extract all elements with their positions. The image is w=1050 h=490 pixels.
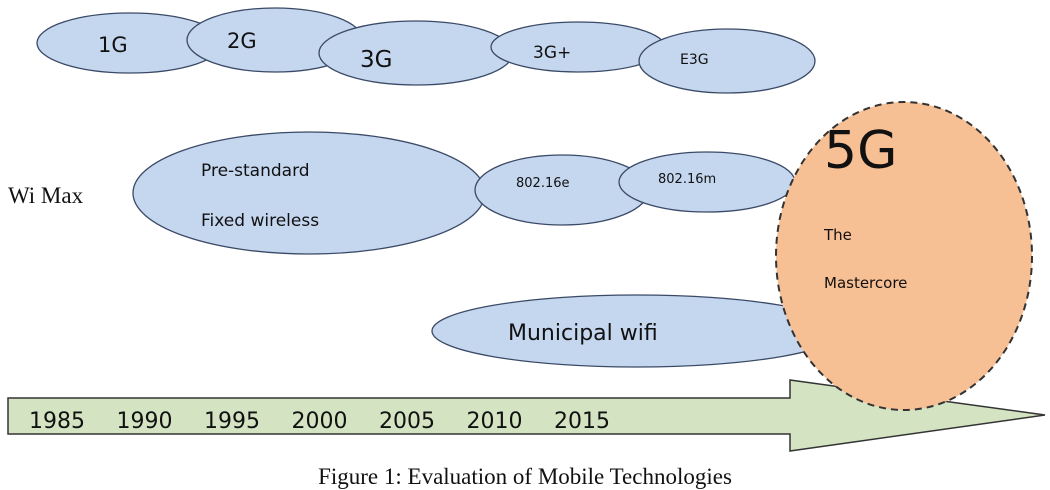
label-802-16m: 802.16m: [658, 172, 716, 187]
bubble-5g: [775, 101, 1033, 411]
label-municipal-wifi: Municipal wifi: [508, 321, 658, 346]
wimax-label: Wi Max: [8, 183, 84, 208]
timeline-arrow: [7, 379, 1046, 452]
label-5g-mastercore: Mastercore: [824, 274, 907, 292]
figure-caption: Figure 1: Evaluation of Mobile Technolog…: [318, 464, 732, 489]
bubble-prestandard: [132, 131, 486, 255]
timeline-years: 1985 1990 1995 2000 2005 2010 2015: [29, 409, 610, 434]
timeline-year: 2000: [292, 409, 348, 434]
label-2g: 2G: [227, 29, 257, 53]
timeline-year: 2005: [379, 409, 435, 434]
timeline-year: 2015: [554, 409, 610, 434]
prestandard-line2: Fixed wireless: [201, 211, 319, 231]
label-e3g: E3G: [680, 52, 709, 68]
label-5g-the: The: [823, 226, 852, 244]
label-3g-plus: 3G+: [533, 43, 571, 63]
bubble-e3g: [638, 28, 816, 94]
label-5g: 5G: [824, 121, 897, 181]
label-1g: 1G: [98, 33, 128, 57]
timeline-year: 1990: [117, 409, 173, 434]
timeline-year: 1985: [29, 409, 85, 434]
bubble-3g: [318, 20, 514, 86]
label-802-16e: 802.16e: [516, 176, 570, 191]
label-3g: 3G: [360, 47, 392, 73]
timeline-year: 2010: [467, 409, 523, 434]
timeline-year: 1995: [204, 409, 260, 434]
prestandard-line1: Pre-standard: [201, 161, 310, 181]
